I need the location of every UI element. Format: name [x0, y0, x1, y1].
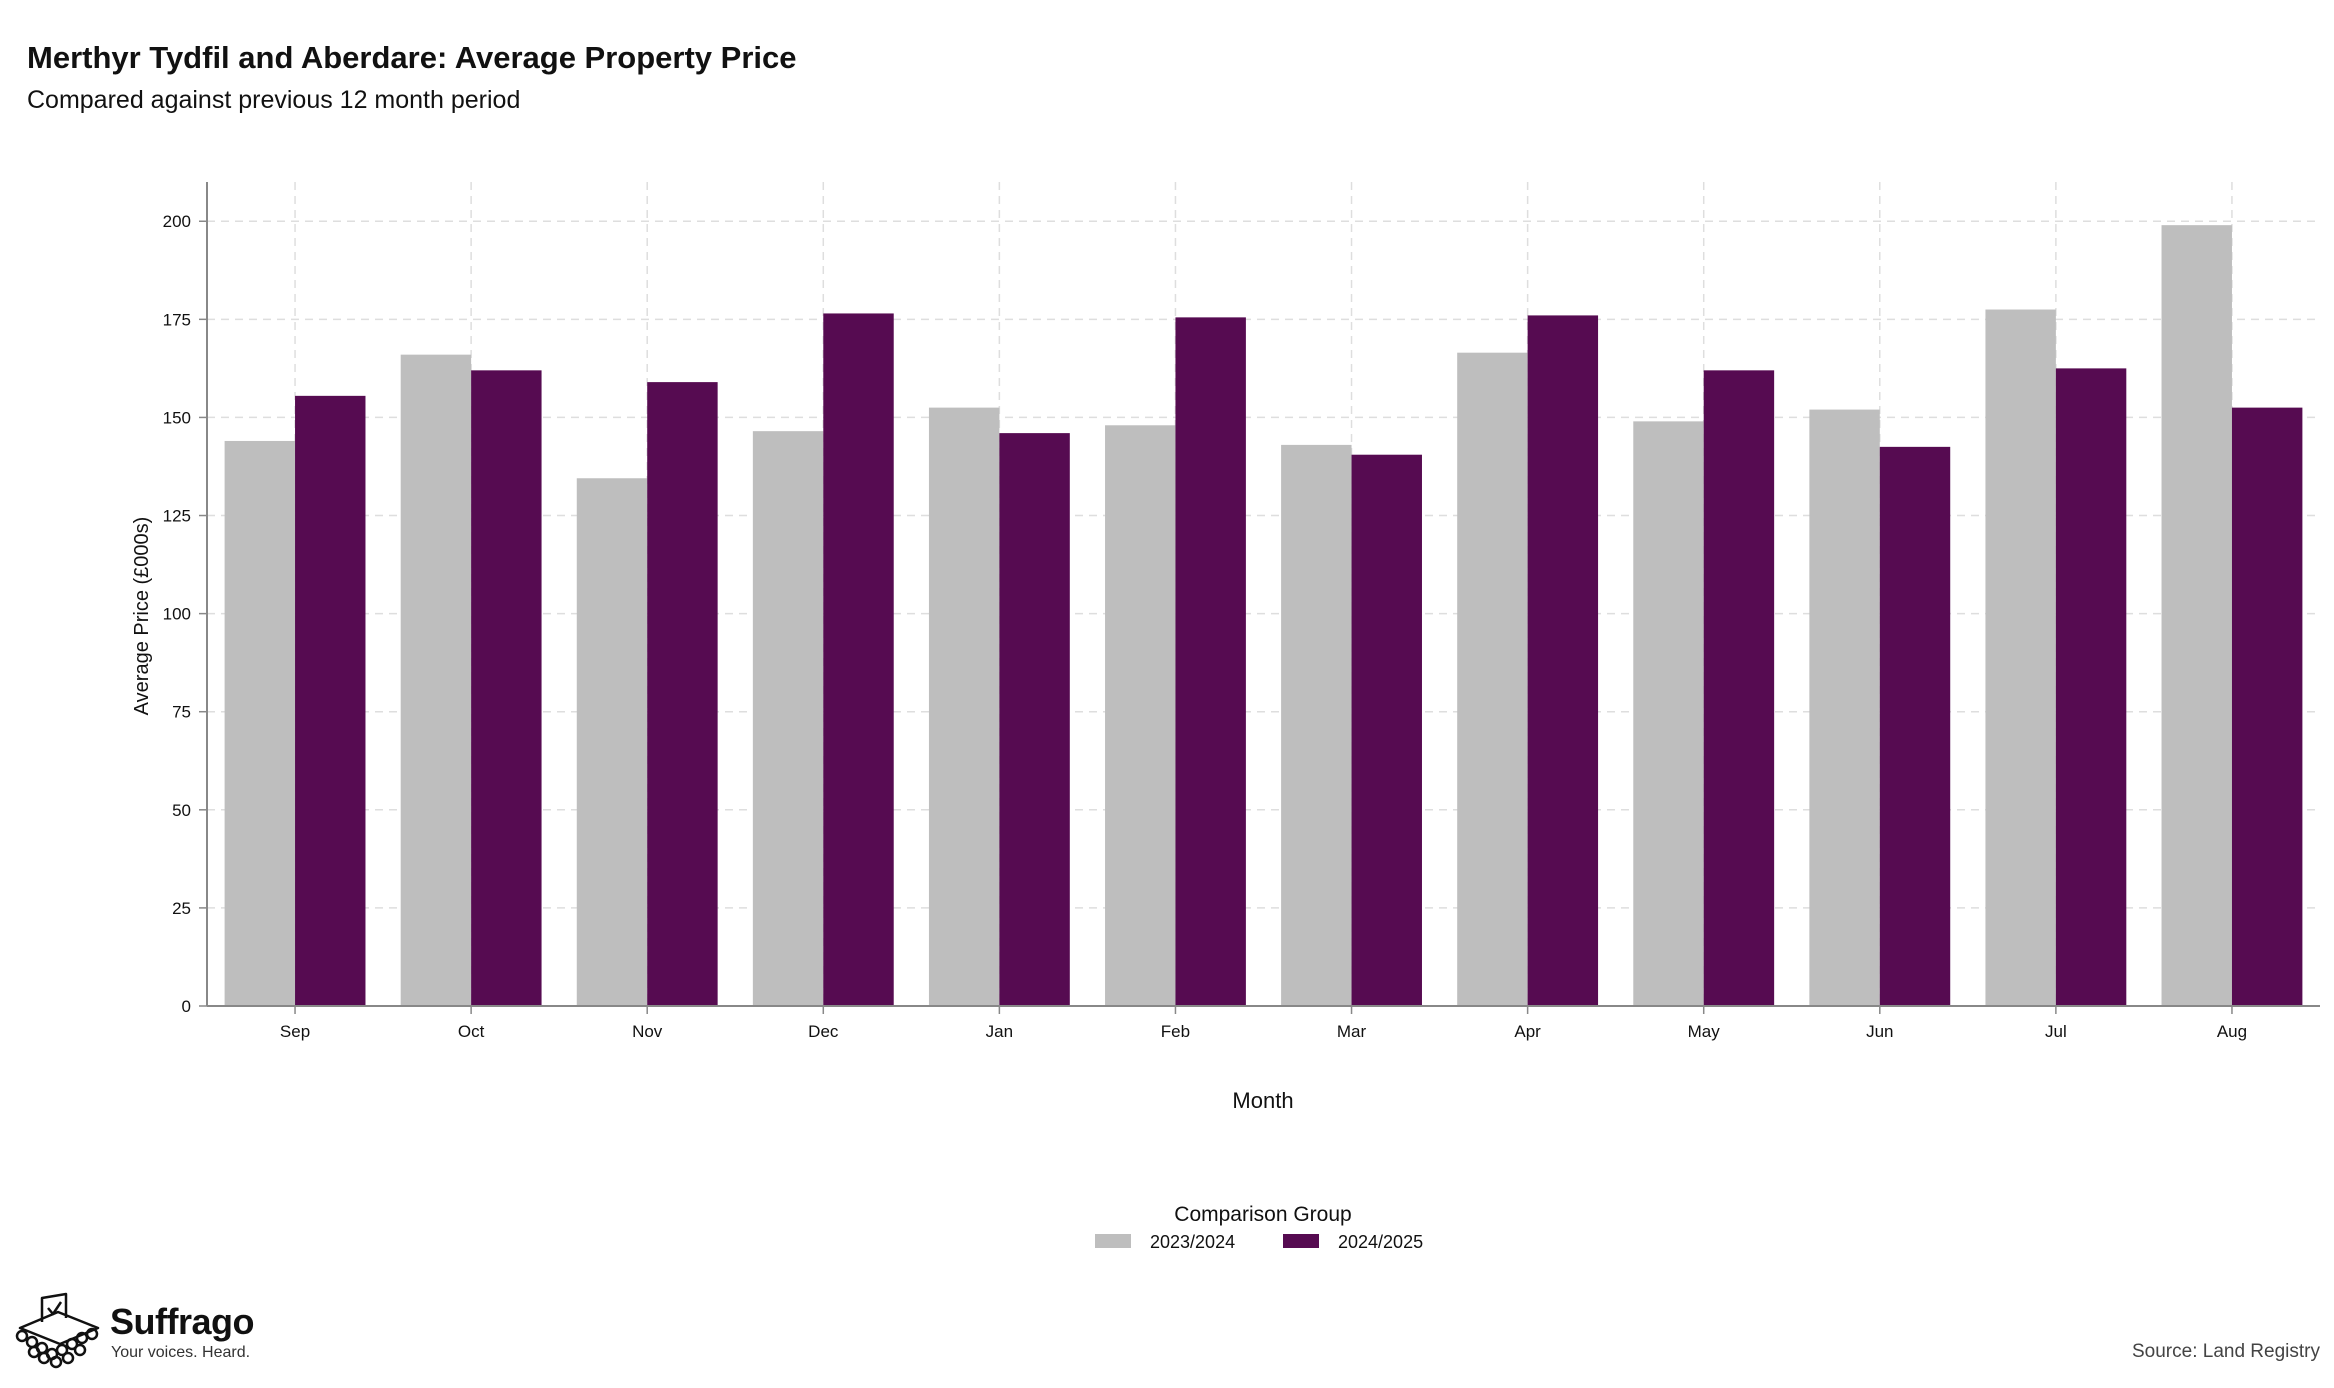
chart-subtitle: Compared against previous 12 month perio… [27, 86, 521, 114]
ballot-box-icon [15, 1292, 100, 1369]
bar-2023-2024-jan [928, 407, 1000, 1007]
bar-2023-2024-nov [576, 478, 648, 1006]
legend-title: Comparison Group [1174, 1203, 1351, 1226]
bar-2024-2025-nov [647, 382, 718, 1007]
bars [224, 225, 2303, 1007]
bar-2023-2024-jun [1809, 409, 1880, 1007]
y-tick-label: 25 [172, 899, 191, 918]
x-tick-label: Apr [1514, 1022, 1541, 1041]
bar-2023-2024-aug [2161, 225, 2232, 1006]
legend-label-2024-2025: 2024/2025 [1338, 1232, 1423, 1252]
bar-2023-2024-may [1633, 421, 1704, 1006]
bar-2024-2025-jun [1879, 446, 1951, 1006]
x-tick-label: Mar [1337, 1022, 1367, 1041]
x-tick-label: Sep [280, 1022, 310, 1041]
bar-2024-2025-apr [1527, 315, 1599, 1006]
y-tick-label: 175 [163, 310, 191, 329]
bar-2023-2024-apr [1457, 352, 1528, 1007]
bar-2023-2024-dec [752, 431, 824, 1007]
legend-swatch-2023-2024 [1095, 1234, 1131, 1248]
x-tick-label: Jun [1866, 1022, 1893, 1041]
legend-label-2023-2024: 2023/2024 [1150, 1232, 1235, 1252]
x-tick-label: Feb [1161, 1022, 1190, 1041]
bar-2024-2025-oct [471, 370, 542, 1006]
y-axis-label: Average Price (£000s) [131, 517, 153, 716]
x-tick-label: Oct [458, 1022, 485, 1041]
x-tick-label: Nov [632, 1022, 663, 1041]
brand-tagline: Your voices. Heard. [111, 1344, 251, 1361]
y-tick-label: 200 [163, 212, 191, 231]
legend-swatch-2024-2025 [1283, 1234, 1319, 1248]
bar-2024-2025-mar [1351, 454, 1422, 1006]
bar-2024-2025-aug [2231, 407, 2303, 1007]
y-tick-label: 50 [172, 801, 191, 820]
bar-2024-2025-sep [295, 395, 366, 1006]
bar-2024-2025-may [1703, 370, 1775, 1006]
x-tick-label: May [1688, 1022, 1721, 1041]
x-axis-label: Month [1232, 1088, 1293, 1113]
y-tick-label: 0 [182, 997, 191, 1016]
source-note: Source: Land Registry [2132, 1341, 2320, 1362]
chart-title: Merthyr Tydfil and Aberdare: Average Pro… [27, 40, 797, 75]
y-tick-label: 150 [163, 408, 191, 427]
y-tick-label: 75 [172, 703, 191, 722]
legend: Comparison Group 2023/2024 2024/2025 [1095, 1203, 1423, 1252]
bar-2023-2024-feb [1105, 425, 1176, 1006]
bar-2024-2025-feb [1175, 317, 1246, 1006]
bar-2024-2025-dec [823, 313, 894, 1006]
bar-2023-2024-sep [224, 440, 296, 1006]
y-tick-label: 100 [163, 605, 191, 624]
y-tick-label: 125 [163, 507, 191, 526]
bar-2024-2025-jul [2055, 368, 2127, 1006]
bar-2023-2024-oct [400, 354, 472, 1007]
bar-2023-2024-mar [1281, 444, 1352, 1006]
bar-2023-2024-jul [1985, 309, 2056, 1006]
x-tick-label: Jan [986, 1022, 1013, 1041]
x-tick-label: Jul [2045, 1022, 2067, 1041]
bar-2024-2025-jan [999, 433, 1070, 1007]
brand-name: Suffrago [110, 1301, 255, 1342]
axes: 0 25 50 75 100 125 150 175 200 Sep Oct Nov Dec Jan Feb… [163, 182, 2320, 1041]
x-tick-label: Aug [2217, 1022, 2247, 1041]
x-tick-label: Dec [808, 1022, 839, 1041]
